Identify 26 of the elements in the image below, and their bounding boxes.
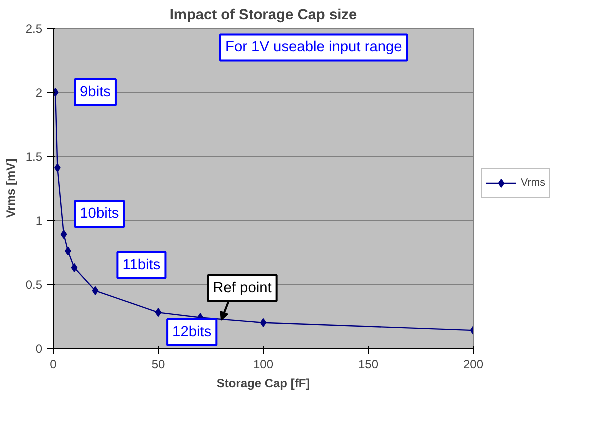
annotation: Ref point: [213, 280, 272, 296]
y-axis-title: Vrms [mV]: [4, 158, 18, 218]
point: [155, 308, 162, 318]
y-tick-label: 0: [36, 342, 43, 356]
chart-title: Impact of Storage Cap size: [170, 8, 358, 24]
point: [260, 318, 267, 328]
annotation: For 1V useable input range: [225, 40, 402, 56]
x-tick-label: 150: [358, 358, 379, 372]
annotation: 9bits: [80, 84, 111, 100]
x-tick-label: 0: [50, 358, 58, 372]
y-tick-label: 0.5: [26, 278, 43, 292]
y-tick-label: 1.5: [26, 150, 43, 164]
annotation: 12bits: [172, 324, 212, 340]
legend-label: Vrms: [521, 177, 546, 189]
annotation: 11bits: [122, 257, 161, 274]
y-tick-label: 2.5: [26, 22, 43, 36]
point: [92, 286, 99, 296]
x-tick-label: 100: [253, 358, 274, 372]
x-tick-label: 50: [152, 358, 166, 372]
annotation: 10bits: [80, 206, 120, 222]
point: [71, 263, 78, 272]
x-axis-title: Storage Cap [fF]: [216, 376, 310, 390]
y-tick-label: 2: [36, 86, 43, 100]
y-tick-label: 1: [36, 214, 43, 228]
x-tick-label: 200: [463, 358, 484, 372]
point: [60, 230, 68, 240]
